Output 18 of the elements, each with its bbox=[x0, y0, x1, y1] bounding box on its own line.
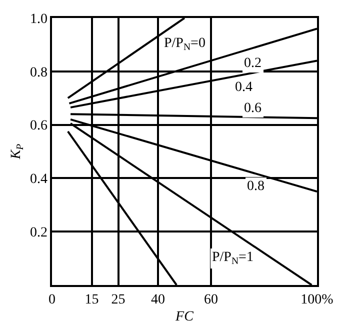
x-tick-label: 60 bbox=[204, 292, 218, 308]
annotation: 0.4 bbox=[235, 80, 252, 95]
x-tick-label: 15 bbox=[84, 292, 99, 308]
y-tick-label: 0.6 bbox=[30, 118, 48, 134]
annotation: 0.2 bbox=[244, 56, 262, 71]
x-tick-label: 0 bbox=[48, 292, 56, 308]
y-tick-label: 1.0 bbox=[30, 12, 48, 27]
x-tick-label: 40 bbox=[151, 292, 165, 308]
annotation: P/P$_{N}$=1 bbox=[212, 250, 254, 267]
x-tick-label: 25 bbox=[111, 292, 126, 308]
x-tick-label: 100% bbox=[300, 292, 334, 308]
annotation: 0.6 bbox=[244, 101, 262, 116]
y-tick-label: 0.2 bbox=[30, 226, 48, 240]
y-tick-label: 0.4 bbox=[30, 172, 48, 188]
annotation: P/P$_{N}$=0 bbox=[164, 36, 206, 53]
annotation: 0.8 bbox=[247, 179, 264, 194]
y-tick-label: 0.8 bbox=[30, 65, 48, 80]
x-axis-title: FC bbox=[174, 309, 194, 324]
